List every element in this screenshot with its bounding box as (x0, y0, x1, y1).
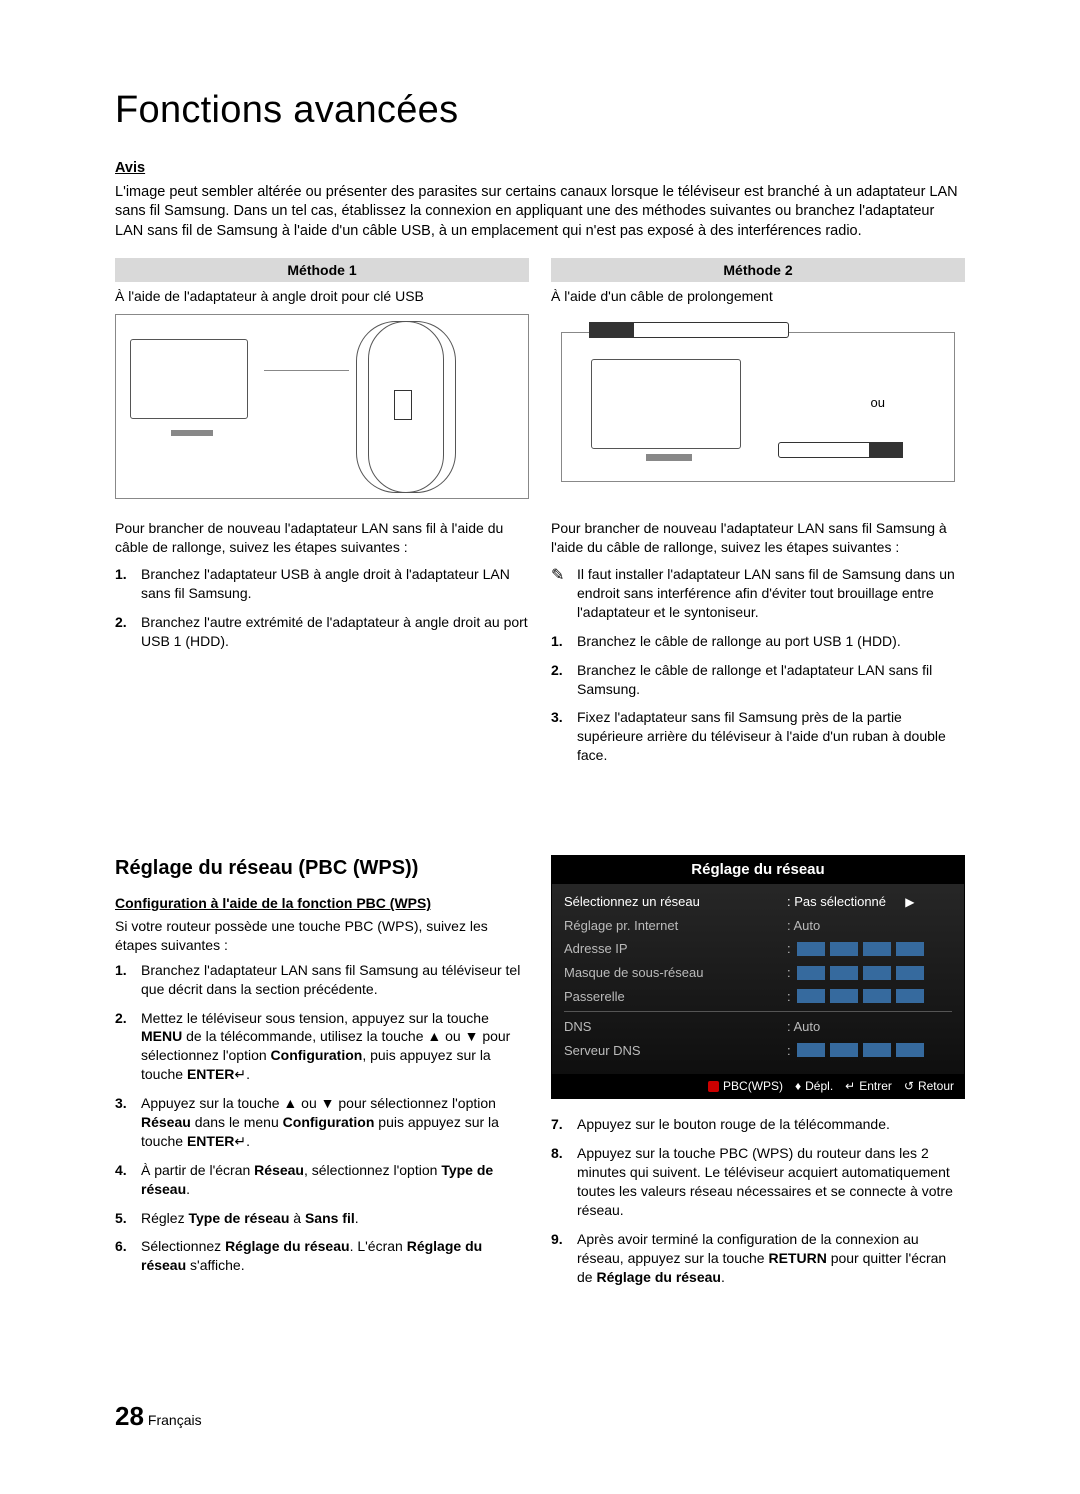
avis-label: Avis (115, 159, 145, 179)
avis-section: Avis L'image peut sembler altérée ou pré… (115, 158, 965, 241)
method1-subtitle: À l'aide de l'adaptateur à angle droit p… (115, 282, 529, 314)
method2-header: Méthode 2 (551, 258, 965, 283)
pbc-steps-right: Appuyez sur le bouton rouge de la téléco… (551, 1115, 965, 1286)
avis-text: L'image peut sembler altérée ou présente… (115, 183, 965, 242)
pbc-title: Réglage du réseau (PBC (WPS)) (115, 855, 529, 882)
list-item: Branchez l'adaptateur LAN sans fil Samsu… (115, 961, 529, 999)
osd-row: Adresse IP : (564, 937, 952, 961)
pbc-intro: Si votre routeur possède une touche PBC … (115, 917, 529, 955)
method2-subtitle: À l'aide d'un câble de prolongement (551, 282, 965, 314)
osd-row: Masque de sous-réseau : (564, 961, 952, 985)
list-item: Appuyez sur la touche ▲ ou ▼ pour sélect… (115, 1094, 529, 1151)
list-item: Branchez le câble de rallonge et l'adapt… (551, 661, 965, 699)
pbc-steps-left: Branchez l'adaptateur LAN sans fil Samsu… (115, 961, 529, 1275)
method1-column: Méthode 1 À l'aide de l'adaptateur à ang… (115, 258, 529, 776)
list-item: Appuyez sur la touche PBC (WPS) du route… (551, 1144, 965, 1220)
method2-diagram: ou (551, 314, 965, 499)
pbc-right-column: Réglage du réseau Sélectionnez un réseau… (551, 855, 965, 1296)
osd-panel: Réglage du réseau Sélectionnez un réseau… (551, 855, 965, 1099)
method2-column: Méthode 2 À l'aide d'un câble de prolong… (551, 258, 965, 776)
list-item: Branchez l'adaptateur USB à angle droit … (115, 565, 529, 603)
list-item: Branchez l'autre extrémité de l'adaptate… (115, 613, 529, 651)
osd-row: Serveur DNS : (564, 1039, 952, 1063)
method1-desc: Pour brancher de nouveau l'adaptateur LA… (115, 519, 529, 557)
arrow-right-icon: ▶ (905, 894, 914, 910)
method1-header: Méthode 1 (115, 258, 529, 283)
red-button-icon (708, 1081, 719, 1092)
method1-steps: Branchez l'adaptateur USB à angle droit … (115, 565, 529, 651)
method2-desc: Pour brancher de nouveau l'adaptateur LA… (551, 519, 965, 557)
osd-row: DNS : Auto (564, 1015, 952, 1039)
osd-row: Passerelle : (564, 985, 952, 1009)
osd-title: Réglage du réseau (552, 856, 964, 884)
list-item: Réglez Type de réseau à Sans fil. (115, 1209, 529, 1228)
page-number: 28Français (115, 1399, 202, 1434)
list-item: Après avoir terminé la configuration de … (551, 1230, 965, 1287)
list-item: Fixez l'adaptateur sans fil Samsung près… (551, 708, 965, 765)
page-title: Fonctions avancées (115, 85, 965, 136)
note-icon: ✎ (551, 565, 564, 587)
osd-row: Réglage pr. Internet : Auto (564, 914, 952, 938)
osd-row: Sélectionnez un réseau : Pas sélectionné… (564, 890, 952, 914)
list-item: Appuyez sur le bouton rouge de la téléco… (551, 1115, 965, 1134)
pbc-subtitle: Configuration à l'aide de la fonction PB… (115, 894, 529, 913)
method2-steps: Branchez le câble de rallonge au port US… (551, 632, 965, 765)
ou-label: ou (871, 394, 885, 412)
list-item: À partir de l'écran Réseau, sélectionnez… (115, 1161, 529, 1199)
list-item: Sélectionnez Réglage du réseau. L'écran … (115, 1237, 529, 1275)
method1-diagram (115, 314, 529, 499)
list-item: Branchez le câble de rallonge au port US… (551, 632, 965, 651)
method2-note: ✎ Il faut installer l'adaptateur LAN san… (551, 565, 965, 622)
pbc-left-column: Réglage du réseau (PBC (WPS)) Configurat… (115, 855, 529, 1296)
osd-footer: PBC(WPS) ♦ Dépl. ↵ Entrer ↺ Retour (552, 1074, 964, 1098)
list-item: Mettez le téléviseur sous tension, appuy… (115, 1009, 529, 1085)
